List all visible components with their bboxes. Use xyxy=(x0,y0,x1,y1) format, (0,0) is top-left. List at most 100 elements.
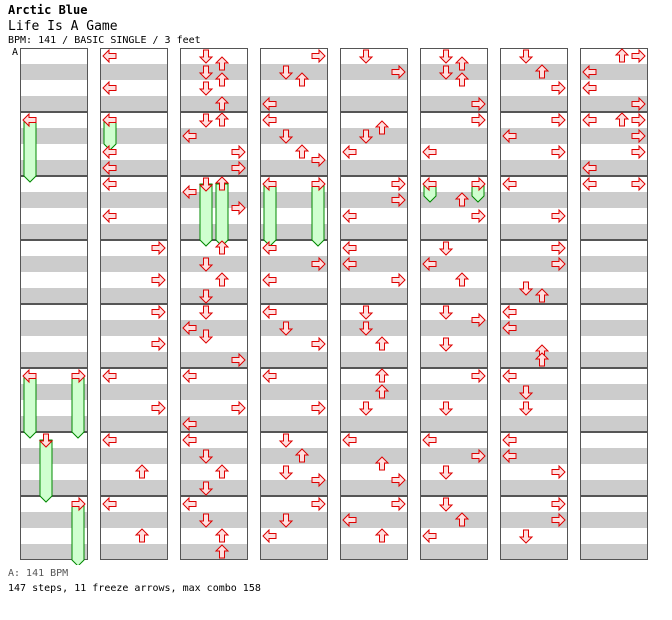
beat-stripe xyxy=(180,256,248,272)
step-arrow-left xyxy=(262,528,277,544)
beat-stripe xyxy=(580,160,648,176)
step-arrow-left xyxy=(502,320,517,336)
measure-box xyxy=(580,496,648,560)
freeze-arrow-head xyxy=(71,368,86,384)
beat-stripe xyxy=(100,352,168,368)
freeze-arrow-head xyxy=(22,112,37,128)
beat-stripe xyxy=(420,384,488,400)
beat-stripe xyxy=(340,384,408,400)
step-arrow-up xyxy=(214,272,230,287)
step-arrow-right xyxy=(311,472,326,488)
freeze-arrow-head xyxy=(214,176,230,191)
measure-box xyxy=(20,368,88,432)
beat-stripe xyxy=(20,320,88,336)
beat-stripe xyxy=(500,288,568,304)
step-arrow-left xyxy=(102,208,117,224)
step-arrow-down xyxy=(358,305,374,320)
step-arrow-left xyxy=(182,320,197,336)
beat-stripe xyxy=(180,512,248,528)
beat-stripe xyxy=(340,160,408,176)
step-arrow-left xyxy=(422,432,437,448)
beat-stripe xyxy=(500,512,568,528)
step-arrow-right xyxy=(551,256,566,272)
step-arrow-left xyxy=(102,80,117,96)
measure-box xyxy=(340,368,408,432)
chart-info: BPM: 141 / BASIC SINGLE / 3 feet xyxy=(8,35,201,46)
measure-box xyxy=(500,48,568,112)
freeze-arrow-head xyxy=(262,176,277,192)
step-arrow-left xyxy=(262,304,277,320)
step-arrow-down xyxy=(198,329,214,344)
step-chart xyxy=(20,48,648,565)
song-title: Life Is A Game xyxy=(8,19,118,34)
freeze-arrow-body xyxy=(215,183,229,247)
step-arrow-down xyxy=(438,465,454,480)
step-arrow-right xyxy=(471,112,486,128)
step-arrow-left xyxy=(262,368,277,384)
step-arrow-left xyxy=(102,48,117,64)
beat-stripe xyxy=(420,256,488,272)
beat-stripe xyxy=(100,448,168,464)
step-arrow-down xyxy=(198,81,214,96)
step-arrow-down xyxy=(198,113,214,128)
beat-stripe xyxy=(180,352,248,368)
step-arrow-right xyxy=(631,176,646,192)
beat-stripe xyxy=(260,160,328,176)
beat-stripe xyxy=(100,416,168,432)
step-arrow-left xyxy=(182,496,197,512)
step-arrow-down xyxy=(198,65,214,80)
step-arrow-left xyxy=(502,128,517,144)
step-arrow-up xyxy=(214,544,230,559)
beat-stripe xyxy=(180,320,248,336)
measure-box xyxy=(260,432,328,496)
measure-box xyxy=(340,240,408,304)
step-arrow-up xyxy=(614,112,630,127)
step-arrow-down xyxy=(358,321,374,336)
measure-box xyxy=(20,48,88,112)
beat-stripe xyxy=(340,320,408,336)
measure-box xyxy=(180,368,248,432)
beat-stripe xyxy=(340,480,408,496)
beat-stripe xyxy=(100,160,168,176)
step-arrow-up xyxy=(454,72,470,87)
beat-stripe xyxy=(580,320,648,336)
step-arrow-up xyxy=(454,192,470,207)
beat-stripe xyxy=(340,288,408,304)
beat-stripe xyxy=(100,512,168,528)
measure-box xyxy=(20,496,88,560)
step-arrow-left xyxy=(422,256,437,272)
step-arrow-right xyxy=(471,368,486,384)
beat-stripe xyxy=(500,96,568,112)
freeze-arrow-body xyxy=(23,375,37,439)
step-arrow-right xyxy=(551,464,566,480)
step-arrow-down xyxy=(198,289,214,304)
beat-stripe xyxy=(420,512,488,528)
step-arrow-right xyxy=(151,272,166,288)
beat-stripe xyxy=(260,288,328,304)
step-arrow-down xyxy=(438,65,454,80)
step-arrow-right xyxy=(231,144,246,160)
measure-box xyxy=(420,368,488,432)
beat-stripe xyxy=(420,96,488,112)
measure-box xyxy=(500,304,568,368)
beat-stripe xyxy=(500,416,568,432)
beat-stripe xyxy=(340,544,408,560)
measure-box xyxy=(420,496,488,560)
measure-box xyxy=(420,304,488,368)
beat-stripe xyxy=(260,384,328,400)
beat-stripe xyxy=(20,160,88,176)
beat-stripe xyxy=(420,160,488,176)
step-arrow-down xyxy=(278,65,294,80)
beat-stripe xyxy=(20,224,88,240)
step-arrow-up xyxy=(294,144,310,159)
beat-stripe xyxy=(340,256,408,272)
beat-stripe xyxy=(180,384,248,400)
beat-stripe xyxy=(100,288,168,304)
step-arrow-down xyxy=(518,529,534,544)
step-arrow-right xyxy=(151,240,166,256)
beat-stripe xyxy=(100,480,168,496)
step-arrow-up xyxy=(534,288,550,303)
beat-stripe xyxy=(260,480,328,496)
step-arrow-left xyxy=(182,184,197,200)
beat-stripe xyxy=(420,448,488,464)
